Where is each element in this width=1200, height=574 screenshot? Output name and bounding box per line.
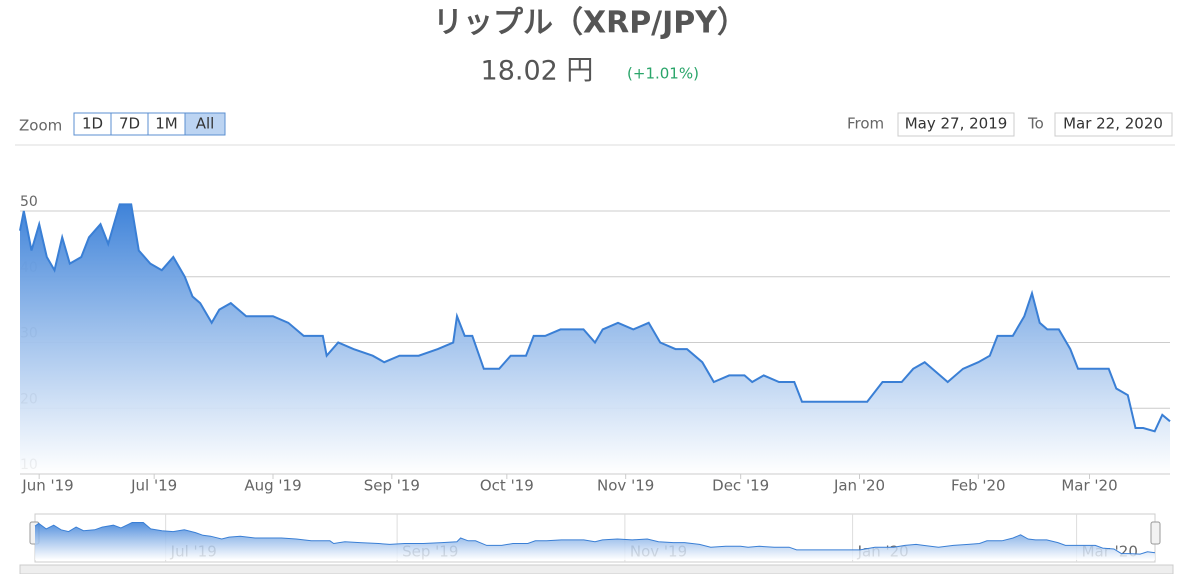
- zoom-button-label[interactable]: All: [196, 115, 215, 133]
- navigator-line: [34, 522, 1156, 555]
- zoom-button[interactable]: [184, 112, 226, 136]
- x-tick-label: Aug '19: [244, 477, 301, 495]
- navigator-area: [35, 522, 1155, 560]
- x-tick-label: Nov '19: [597, 477, 654, 495]
- from-date[interactable]: May 27, 2019: [905, 115, 1008, 133]
- area: [20, 204, 1170, 474]
- x-tick-label: Feb '20: [951, 477, 1006, 495]
- to-date[interactable]: Mar 22, 2020: [1063, 115, 1163, 133]
- to-input[interactable]: [1054, 112, 1173, 137]
- from-input[interactable]: [897, 112, 1015, 137]
- from-label: From: [847, 115, 884, 133]
- zoom-buttons: 1D 7D 1M All: [73, 112, 226, 136]
- x-tick-label: Mar '20: [1061, 477, 1117, 495]
- zoom-label: Zoom: [19, 117, 62, 135]
- line: [19, 203, 1171, 433]
- zoom-button-label[interactable]: 1D: [82, 115, 103, 133]
- chart-title: リップル（XRP/JPY）: [433, 6, 747, 41]
- x-tick-label: Jun '19: [21, 477, 73, 495]
- navigator-handle[interactable]: [1150, 521, 1161, 545]
- y-tick-label: 50: [20, 194, 38, 210]
- x-tick-label: Dec '19: [712, 477, 769, 495]
- x-tick-label: Oct '19: [480, 477, 534, 495]
- scrollbar[interactable]: [19, 564, 1174, 574]
- x-tick-label: Jul '19: [130, 477, 177, 495]
- price: 18.02 円: [481, 56, 594, 87]
- x-tick-label: Sep '19: [364, 477, 420, 495]
- zoom-button-label[interactable]: 7D: [119, 115, 140, 133]
- x-tick-label: Jan '20: [833, 477, 885, 495]
- zoom-button-label[interactable]: 1M: [155, 115, 178, 133]
- change: (+1.01%): [627, 65, 699, 83]
- to-label: To: [1027, 115, 1044, 133]
